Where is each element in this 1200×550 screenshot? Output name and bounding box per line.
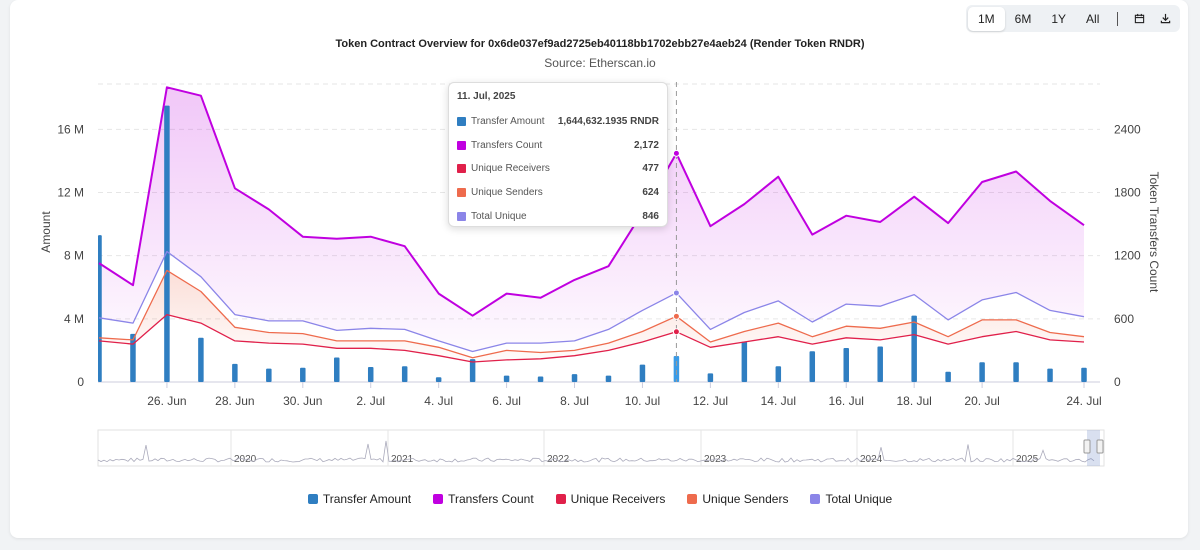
tooltip-swatch <box>457 212 466 221</box>
range-1y-button[interactable]: 1Y <box>1051 11 1067 26</box>
download-icon[interactable] <box>1152 9 1178 29</box>
legend-swatch <box>687 494 698 504</box>
tooltip-swatch <box>457 117 466 126</box>
legend-label: Total Unique <box>825 492 893 506</box>
chart-card <box>10 0 1188 538</box>
range-6m-button[interactable]: 6M <box>1014 11 1032 26</box>
tooltip-label: Unique Senders <box>471 187 543 198</box>
tooltip-swatch <box>457 188 466 197</box>
legend-swatch <box>433 494 444 504</box>
chart-subtitle: Source: Etherscan.io <box>544 56 656 70</box>
legend-label: Transfer Amount <box>322 492 412 506</box>
tooltip-value: 2,172 <box>633 140 659 151</box>
tooltip-value: 846 <box>642 211 659 222</box>
range-all-button[interactable]: All <box>1086 11 1100 26</box>
range-divider <box>1117 11 1119 26</box>
chart-legend: Transfer Amount Transfers Count Unique R… <box>0 492 1200 506</box>
calendar-icon[interactable] <box>1126 9 1152 29</box>
tooltip-label: Unique Receivers <box>471 163 550 174</box>
legend-item-transfers-count[interactable]: Transfers Count <box>433 492 534 506</box>
tooltip-swatch <box>457 164 466 173</box>
tooltip-value: 624 <box>642 187 659 198</box>
legend-swatch <box>307 494 318 504</box>
chart-title: Token Contract Overview for 0x6de037ef9a… <box>335 38 865 50</box>
legend-item-total-unique[interactable]: Total Unique <box>810 492 892 506</box>
tooltip-label: Total Unique <box>471 211 527 222</box>
tooltip-date: 11. Jul, 2025 <box>457 91 516 102</box>
tooltip-value: 477 <box>642 163 659 174</box>
chart-tooltip: 11. Jul, 2025 Transfer Amount 1,644,632.… <box>448 82 668 227</box>
tooltip-swatch <box>457 141 466 150</box>
legend-item-transfer-amount[interactable]: Transfer Amount <box>307 492 412 506</box>
tooltip-row: Unique Receivers 477 <box>457 163 659 174</box>
tooltip-row: Transfer Amount 1,644,632.1935 RNDR <box>457 116 659 127</box>
range-selector: 1M 6M 1Y All <box>966 5 1181 32</box>
legend-item-unique-senders[interactable]: Unique Senders <box>687 492 788 506</box>
tooltip-row: Unique Senders 624 <box>457 187 659 198</box>
legend-label: Unique Receivers <box>570 492 666 506</box>
legend-swatch <box>555 494 566 504</box>
range-1m-button[interactable]: 1M <box>968 6 1005 31</box>
legend-label: Transfers Count <box>448 492 534 506</box>
tooltip-label: Transfer Amount <box>471 116 545 127</box>
tooltip-row: Total Unique 846 <box>457 211 659 222</box>
tooltip-value: 1,644,632.1935 RNDR <box>557 116 659 127</box>
legend-swatch <box>810 494 821 504</box>
tooltip-label: Transfers Count <box>471 140 543 151</box>
legend-item-unique-receivers[interactable]: Unique Receivers <box>555 492 666 506</box>
tooltip-row: Transfers Count 2,172 <box>457 140 659 151</box>
legend-label: Unique Senders <box>702 492 789 506</box>
